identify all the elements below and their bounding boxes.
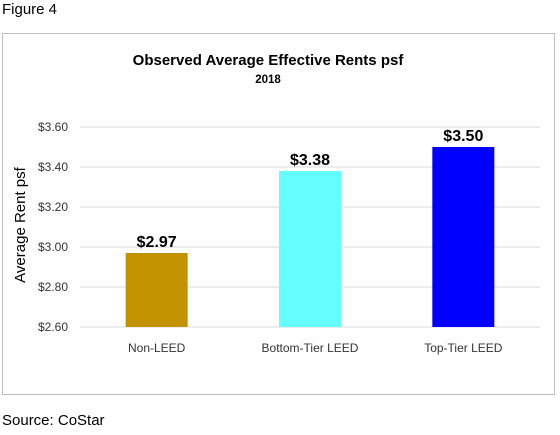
- bar: [125, 253, 188, 327]
- y-tick-label: $2.60: [38, 320, 68, 334]
- data-label: $3.50: [443, 128, 483, 145]
- bar: [432, 147, 495, 327]
- bar: [279, 171, 341, 327]
- chart-title: Observed Average Effective Rents psf: [133, 52, 405, 69]
- bars: [125, 147, 495, 327]
- data-label: $3.38: [290, 152, 330, 169]
- y-tick-label: $3.20: [38, 200, 68, 214]
- chart-subtitle: 2018: [255, 74, 281, 86]
- source-label: Source: CoStar: [2, 412, 105, 429]
- y-tick-label: $3.00: [38, 240, 68, 254]
- figure-label: Figure 4: [2, 1, 58, 18]
- data-label: $2.97: [137, 234, 177, 251]
- y-tick-label: $2.80: [38, 280, 68, 294]
- category-labels: Non-LEED Bottom-Tier LEED Top-Tier LEED: [128, 341, 503, 355]
- y-tick-label: $3.40: [38, 160, 68, 174]
- data-labels: $2.97 $3.38 $3.50: [137, 128, 484, 251]
- category-label: Non-LEED: [128, 341, 186, 355]
- category-label: Top-Tier LEED: [424, 341, 503, 355]
- category-label: Bottom-Tier LEED: [262, 341, 359, 355]
- y-axis-label: Average Rent psf: [12, 166, 29, 282]
- y-tick-label: $3.60: [38, 120, 68, 134]
- y-tick-labels: $2.60 $2.80 $3.00 $3.20 $3.40 $3.60: [38, 120, 68, 334]
